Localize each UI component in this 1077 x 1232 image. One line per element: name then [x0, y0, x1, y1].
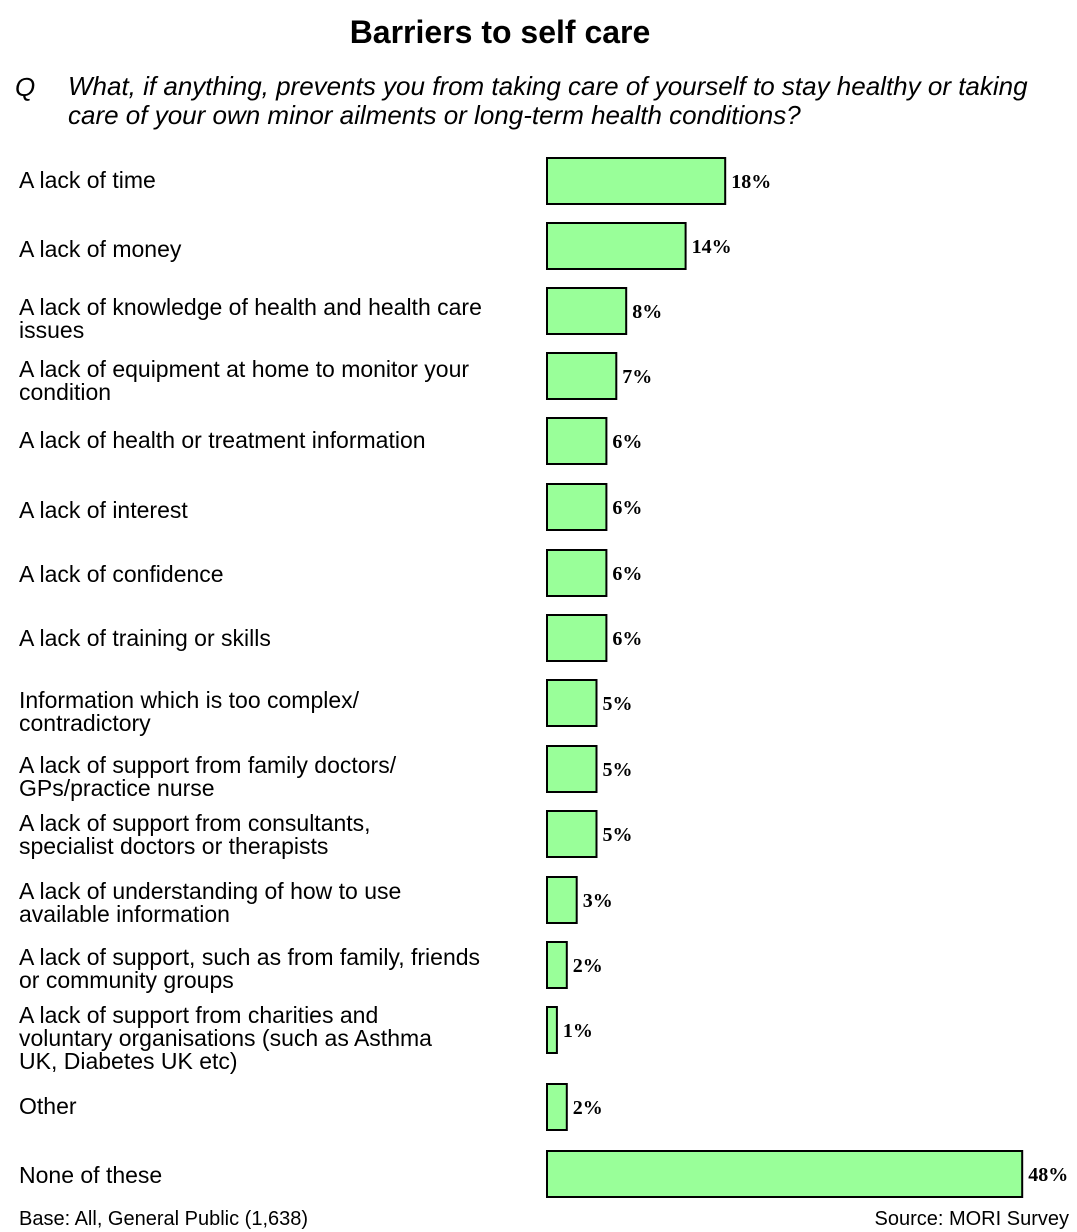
- value-label: 6%: [612, 628, 642, 650]
- category-label: None of these: [19, 1162, 163, 1188]
- category-label: Other: [19, 1093, 77, 1119]
- value-label: 6%: [612, 563, 642, 585]
- category-label: A lack of health or treatment informatio…: [19, 427, 426, 453]
- bar: [546, 287, 628, 335]
- category-label: A lack of understanding of how to use av…: [19, 878, 402, 927]
- bar: [546, 157, 727, 205]
- value-label: 18%: [731, 171, 771, 193]
- bar: [546, 483, 608, 531]
- category-label: A lack of support from family doctors/ G…: [19, 752, 397, 801]
- category-label: Information which is too complex/ contra…: [19, 687, 360, 736]
- value-label: 48%: [1028, 1164, 1068, 1186]
- category-label: A lack of interest: [19, 497, 188, 523]
- value-label: 2%: [573, 955, 603, 977]
- value-label: 3%: [583, 890, 613, 912]
- value-label: 6%: [612, 497, 642, 519]
- bar: [546, 549, 608, 597]
- question-marker: Q: [15, 72, 36, 102]
- bar: [546, 679, 598, 727]
- category-label: A lack of training or skills: [19, 625, 271, 651]
- value-label: 7%: [622, 366, 652, 388]
- category-label: A lack of confidence: [19, 561, 224, 587]
- value-label: 5%: [603, 759, 633, 781]
- chart-title: Barriers to self care: [349, 14, 651, 50]
- value-label: 1%: [563, 1020, 593, 1042]
- value-label: 14%: [692, 236, 732, 258]
- category-label: A lack of equipment at home to monitor y…: [19, 356, 470, 405]
- value-label: 5%: [603, 824, 633, 846]
- value-label: 8%: [632, 301, 662, 323]
- bar: [546, 1083, 568, 1131]
- bar: [546, 1150, 1024, 1198]
- category-label: A lack of time: [19, 167, 156, 193]
- bar: [546, 745, 598, 793]
- value-label: 6%: [612, 431, 642, 453]
- category-label: A lack of money: [19, 236, 182, 262]
- category-label: A lack of knowledge of health and health…: [19, 294, 482, 343]
- bar: [546, 352, 618, 400]
- survey-question: What, if anything, prevents you from tak…: [68, 71, 1028, 130]
- base-note: Base: All, General Public (1,638): [19, 1208, 309, 1230]
- bar: [546, 417, 608, 465]
- bar: [546, 614, 608, 662]
- category-label: A lack of support from consultants, spec…: [19, 810, 371, 859]
- bar: [546, 1006, 558, 1054]
- category-label: A lack of support from charities and vol…: [19, 1002, 432, 1074]
- value-label: 2%: [573, 1097, 603, 1119]
- bar: [546, 222, 687, 270]
- value-label: 5%: [603, 693, 633, 715]
- bar: [546, 941, 568, 989]
- source-note: Source: MORI Survey: [874, 1208, 1069, 1230]
- bar: [546, 810, 598, 858]
- bar: [546, 876, 578, 924]
- category-label: A lack of support, such as from family, …: [19, 944, 481, 993]
